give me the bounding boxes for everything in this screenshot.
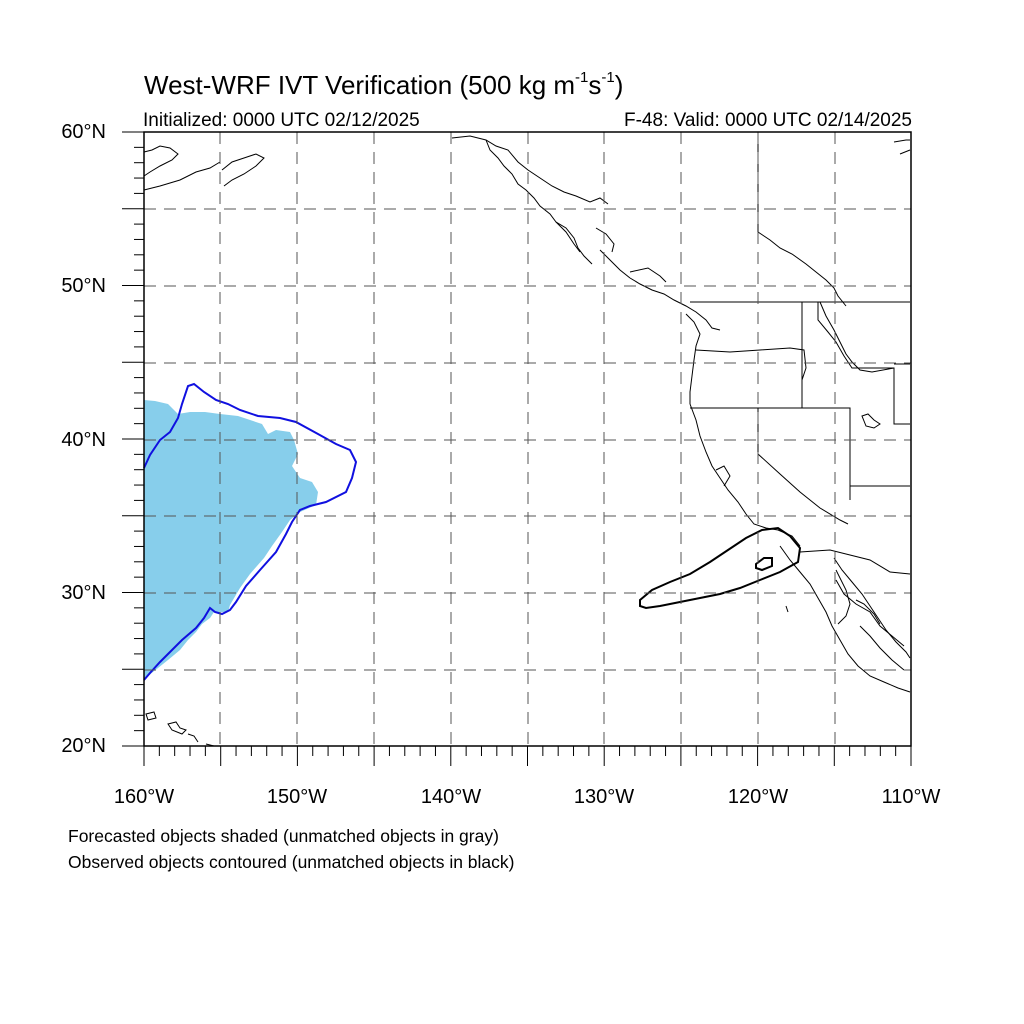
valid-time: F-48: Valid: 0000 UTC 02/14/2025 <box>624 110 912 131</box>
lon-label-130w: 130°W <box>573 786 635 808</box>
axis-ticks <box>122 131 912 766</box>
legend-observed-note: Observed objects contoured (unmatched ob… <box>68 852 515 872</box>
lon-label-120w: 120°W <box>727 786 789 808</box>
lat-label-30: 30°N <box>61 582 106 604</box>
forecast-object-shaded <box>144 400 318 680</box>
lat-label-40: 40°N <box>61 429 106 451</box>
lon-label-150w: 150°W <box>266 786 328 808</box>
lon-label-140w: 140°W <box>420 786 482 808</box>
lat-label-20: 20°N <box>61 735 106 757</box>
lat-label-50: 50°N <box>61 275 106 297</box>
initialized-time: Initialized: 0000 UTC 02/12/2025 <box>143 110 420 131</box>
legend-forecast-note: Forecasted objects shaded (unmatched obj… <box>68 826 499 846</box>
lon-label-160w: 160°W <box>113 786 175 808</box>
observed-object-unmatched-inner <box>755 557 773 572</box>
grid-lines <box>144 132 911 746</box>
chart-title: West-WRF IVT Verification (500 kg m-1s-1… <box>144 69 624 100</box>
lon-label-110w: 110°W <box>881 786 941 808</box>
observed-object-unmatched-contour <box>639 526 802 610</box>
coastlines <box>143 132 911 747</box>
lat-label-60: 60°N <box>61 121 106 143</box>
observed-object-matched-contour <box>143 382 358 681</box>
state-borders <box>690 301 911 575</box>
